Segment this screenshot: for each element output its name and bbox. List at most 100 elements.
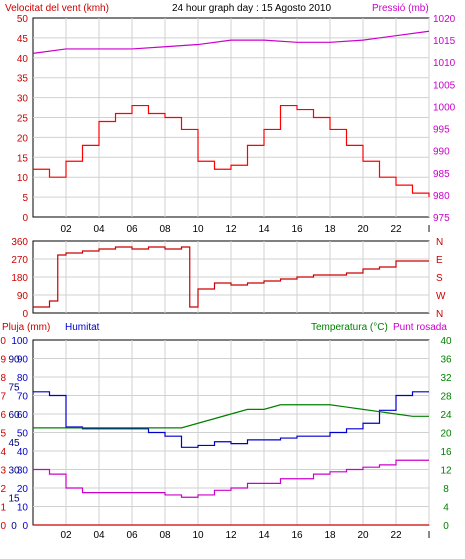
wind-y-axis: 0 5 10 15 20 25 30 35 40 45 50 [17, 14, 29, 224]
humidity-tick-label: 90 [17, 355, 29, 366]
x-tick-label: 02 [60, 530, 72, 541]
x-tick-label: 20 [357, 224, 369, 235]
x-tick-label: 16 [291, 530, 303, 541]
wind-axis-title: Velocitat del vent (kmh) [5, 3, 109, 14]
rain-temp-y-axis: 0 15 30 45 60 75 90 [8, 355, 20, 533]
graph-title: 24 hour graph day : 15 Agosto 2010 [172, 3, 331, 14]
humidity-alt-tick-label: 30 [8, 466, 20, 477]
pressure-tick-label: 975 [433, 213, 450, 224]
humidity-tick-label: 60 [17, 410, 29, 421]
rain-tick-label: 1 [0, 503, 6, 514]
humidity-tick-label: 100 [11, 336, 28, 347]
wind-direction-line [33, 246, 429, 308]
rain-y-axis: 0 1 2 3 4 5 6 7 8 9 10 [0, 336, 6, 532]
wind-tick-label: 25 [17, 114, 29, 125]
panel3-x-axis: 02 04 06 08 10 12 14 16 18 20 22 I [60, 530, 430, 541]
x-tick-label: 22 [390, 224, 402, 235]
humidity-tick-label: 10 [17, 503, 29, 514]
dewpoint-line [33, 459, 429, 498]
temperature-tick-label: 24 [440, 410, 452, 421]
humidity-tick-label: 0 [22, 521, 28, 532]
pressure-tick-label: 990 [433, 147, 450, 158]
temperature-tick-label: 16 [440, 447, 452, 458]
wind-tick-label: 0 [22, 213, 28, 224]
temperature-tick-label: 0 [443, 521, 449, 532]
humidity-tick-label: 80 [17, 373, 29, 384]
temperature-y-axis: 0 4 8 12 16 20 24 28 32 36 40 [440, 336, 452, 532]
x-tick-label: 12 [225, 530, 237, 541]
humidity-alt-tick-label: 15 [8, 493, 20, 504]
wind-tick-label: 20 [17, 133, 29, 144]
temperature-tick-label: 32 [440, 373, 452, 384]
x-tick-label: 16 [291, 224, 303, 235]
pressure-tick-label: 1005 [433, 80, 456, 91]
rain-tick-label: 8 [0, 373, 6, 384]
pressure-tick-label: 1015 [433, 36, 456, 47]
dewpoint-axis-title: Punt rosada [393, 322, 447, 333]
temperature-tick-label: 28 [440, 392, 452, 403]
x-tick-label: 12 [225, 224, 237, 235]
rain-tick-label: 7 [0, 392, 6, 403]
x-tick-label: 18 [324, 224, 336, 235]
humidity-tick-label: 70 [17, 392, 29, 403]
rain-tick-label: 10 [0, 336, 6, 347]
x-tick-label: 22 [390, 530, 402, 541]
x-tick-label: 14 [258, 224, 270, 235]
humidity-alt-tick-label: 75 [8, 382, 20, 393]
temperature-tick-label: 12 [440, 466, 452, 477]
x-tick-label: I [428, 224, 431, 235]
pressure-tick-label: 980 [433, 191, 450, 202]
rain-tick-label: 4 [0, 447, 6, 458]
rain-tick-label: 0 [0, 521, 6, 532]
wind-tick-label: 15 [17, 153, 29, 164]
direction-tick-label: 90 [17, 291, 29, 302]
humidity-alt-tick-label: 60 [8, 410, 20, 421]
rain-tick-label: 6 [0, 410, 6, 421]
wind-tick-label: 5 [22, 193, 28, 204]
humidity-axis-title: Humitat [65, 322, 100, 333]
humidity-line [33, 391, 429, 448]
direction-tick-label: 270 [11, 255, 28, 266]
pressure-axis-title: Pressió (mb) [372, 3, 429, 14]
humidity-tick-label: 50 [17, 429, 29, 440]
rain-tick-label: 3 [0, 466, 6, 477]
rain-tick-label: 5 [0, 429, 6, 440]
humidity-alt-tick-label: 90 [8, 355, 20, 366]
wind-tick-label: 30 [17, 94, 29, 105]
panel3-series [33, 391, 429, 526]
compass-label: N [436, 237, 443, 248]
pressure-line [32, 30, 430, 54]
pressure-tick-label: 995 [433, 125, 450, 136]
x-tick-label: I [428, 530, 431, 541]
wind-tick-label: 40 [17, 54, 29, 65]
compass-label: E [436, 255, 443, 266]
pressure-tick-label: 1010 [433, 58, 456, 69]
temperature-tick-label: 8 [443, 484, 449, 495]
panel3-grid [33, 340, 430, 525]
x-tick-label: 14 [258, 530, 270, 541]
x-tick-label: 06 [126, 224, 138, 235]
panel1-grid [33, 18, 430, 217]
x-tick-label: 06 [126, 530, 138, 541]
wind-tick-label: 10 [17, 173, 29, 184]
pressure-tick-label: 985 [433, 169, 450, 180]
rain-axis-title: Pluja (mm) [2, 322, 50, 333]
humidity-alt-tick-label: 45 [8, 438, 20, 449]
humidity-tick-label: 30 [17, 466, 29, 477]
x-tick-label: 02 [60, 224, 72, 235]
wind-tick-label: 45 [17, 34, 29, 45]
direction-tick-label: 0 [22, 309, 28, 320]
direction-tick-label: 360 [11, 237, 28, 248]
temperature-tick-label: 36 [440, 355, 452, 366]
compass-label: S [436, 273, 443, 284]
temperature-tick-label: 40 [440, 336, 452, 347]
temperature-tick-label: 20 [440, 429, 452, 440]
temperature-axis-title: Temperatura (°C) [311, 322, 388, 333]
direction-tick-label: 180 [11, 273, 28, 284]
wind-tick-label: 35 [17, 74, 29, 85]
panel2-series [33, 246, 429, 308]
humidity-tick-label: 40 [17, 447, 29, 458]
